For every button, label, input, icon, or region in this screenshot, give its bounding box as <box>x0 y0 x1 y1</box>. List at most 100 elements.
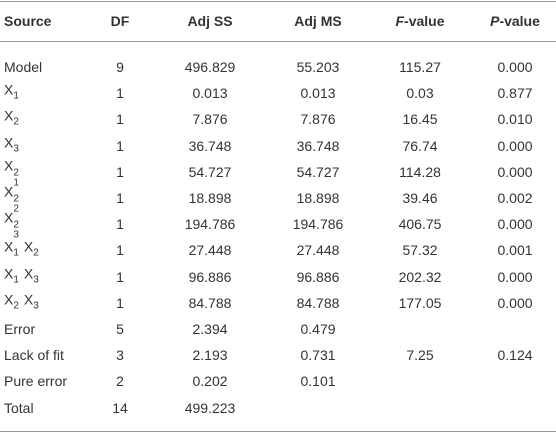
header-cell: Adj MS <box>294 13 342 29</box>
value-cell: 0.000 <box>497 268 533 285</box>
value-cell: 0.124 <box>497 347 533 364</box>
source-cell: X3 <box>4 132 19 159</box>
source-term: X1 <box>4 263 19 290</box>
header-cell: DF <box>110 13 130 29</box>
header-cell: Source <box>4 13 52 29</box>
header-italic: F <box>395 13 405 29</box>
value-cell: 0.000 <box>497 216 533 233</box>
source-cell: Pure error <box>4 373 68 390</box>
value-cell: 1 <box>116 137 124 154</box>
subscript: 3 <box>33 274 39 286</box>
subscript: 1 <box>13 247 19 259</box>
value-cell: 1 <box>116 111 124 128</box>
value-cell: 0.010 <box>497 111 533 128</box>
header-text: -value <box>499 13 540 29</box>
value-cell: 1 <box>116 294 124 311</box>
term-symbol: X <box>4 134 14 151</box>
value-cell: 7.876 <box>192 111 228 128</box>
value-cell: 1 <box>116 190 124 206</box>
value-cell: 0.731 <box>300 347 336 364</box>
source-cell: X1 X2 <box>4 237 39 264</box>
value-cell: 2.193 <box>192 347 228 364</box>
value-cell: 7.876 <box>300 111 336 128</box>
value-cell: 36.748 <box>188 137 232 154</box>
value-cell: 57.32 <box>402 242 438 259</box>
value-cell: 194.786 <box>292 216 344 233</box>
source-cell: X2 X3 <box>4 289 39 316</box>
value-cell: 1 <box>116 268 124 285</box>
value-cell: 14 <box>112 399 128 416</box>
subscript: 2 <box>13 203 19 215</box>
source-cell: Total <box>4 399 34 416</box>
value-cell: 18.898 <box>188 190 232 206</box>
source-term: X2 <box>24 237 39 264</box>
subscript: 3 <box>13 143 19 155</box>
value-cell: 0.03 <box>406 85 434 102</box>
value-cell: 54.727 <box>296 163 340 180</box>
source-cell: Model <box>4 59 43 75</box>
value-cell: 96.886 <box>296 268 340 285</box>
header-text: -value <box>404 13 445 29</box>
value-cell: 0.013 <box>300 85 336 102</box>
value-cell: 496.829 <box>184 59 236 75</box>
value-cell: 16.45 <box>402 111 438 128</box>
top-rule <box>0 1 556 2</box>
value-cell: 1 <box>116 163 124 180</box>
source-term: X2 <box>4 289 19 316</box>
value-cell: 1 <box>116 216 124 233</box>
value-cell: 177.05 <box>398 294 442 311</box>
source-term: X3 <box>24 263 39 290</box>
value-cell: 1 <box>116 242 124 259</box>
term-symbol: X <box>23 265 34 282</box>
term-symbol: X <box>4 157 14 174</box>
source-cell: X2 <box>4 106 19 133</box>
value-cell: 1 <box>116 85 124 102</box>
term-symbol: X <box>23 238 34 255</box>
term-symbol: X <box>4 209 14 226</box>
header-cell: P-value <box>490 11 540 31</box>
term-symbol: X <box>4 183 14 200</box>
value-cell: 0.101 <box>300 373 336 390</box>
source-cell: Error <box>4 321 36 337</box>
value-cell: 27.448 <box>188 242 232 259</box>
subscript: 3 <box>33 300 39 312</box>
value-cell: 2.394 <box>192 321 228 337</box>
source-term: X3 <box>4 132 19 159</box>
subscript: 1 <box>13 90 19 102</box>
value-cell: 406.75 <box>398 216 442 233</box>
superscript: 2 <box>13 167 19 179</box>
source-cell: X1 <box>4 80 19 107</box>
value-cell: 0.000 <box>497 59 533 75</box>
value-cell: 55.203 <box>296 59 340 75</box>
subscript: 2 <box>13 116 19 128</box>
value-cell: 7.25 <box>406 347 434 364</box>
value-cell: 194.786 <box>184 216 236 233</box>
superscript: 2 <box>13 193 19 205</box>
source-cell: X1 X3 <box>4 263 39 290</box>
term-symbol: X <box>4 238 14 255</box>
value-cell: 0.877 <box>497 85 533 102</box>
source-term: X3 <box>24 289 39 316</box>
subscript: 1 <box>13 274 19 286</box>
subscript: 1 <box>13 177 19 189</box>
value-cell: 0.202 <box>192 373 228 390</box>
value-cell: 499.223 <box>184 399 236 416</box>
subscript: 3 <box>13 229 19 241</box>
value-cell: 76.74 <box>402 137 438 154</box>
header-cell: Adj SS <box>187 13 233 29</box>
header-cell: F-value <box>395 11 444 31</box>
value-cell: 0.000 <box>497 137 533 154</box>
source-term: X1 <box>4 80 19 107</box>
source-term: X2 <box>4 106 19 133</box>
value-cell: 0.000 <box>497 294 533 311</box>
value-cell: 54.727 <box>188 163 232 180</box>
value-cell: 96.886 <box>188 268 232 285</box>
value-cell: 0.013 <box>192 85 228 102</box>
value-cell: 0.001 <box>497 242 533 259</box>
